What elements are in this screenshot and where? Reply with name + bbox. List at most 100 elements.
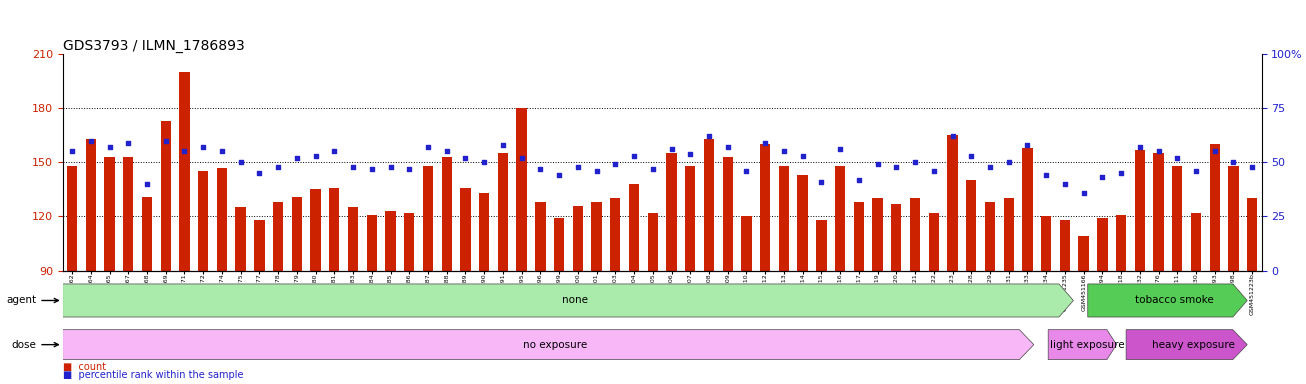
Bar <box>985 202 995 271</box>
Bar <box>291 197 302 271</box>
Text: tobacco smoke: tobacco smoke <box>1135 295 1215 306</box>
Point <box>81 137 102 144</box>
Bar <box>610 199 620 271</box>
Point <box>380 164 401 170</box>
Point <box>661 146 682 152</box>
Point <box>1148 148 1169 154</box>
Bar <box>67 166 77 271</box>
Bar <box>1079 237 1089 271</box>
FancyArrow shape <box>1126 330 1247 359</box>
Bar <box>554 218 564 271</box>
Bar <box>385 211 396 271</box>
FancyArrow shape <box>1088 284 1247 317</box>
Point <box>998 159 1019 166</box>
Point <box>1204 148 1225 154</box>
Point <box>436 148 457 154</box>
Bar <box>255 220 265 271</box>
Point <box>1110 170 1131 176</box>
Point <box>567 164 588 170</box>
Text: light exposure: light exposure <box>1050 339 1124 350</box>
Bar <box>498 153 508 271</box>
Bar <box>367 215 377 271</box>
Point <box>454 155 475 161</box>
Bar <box>966 180 977 271</box>
Bar <box>273 202 283 271</box>
Bar <box>722 157 733 271</box>
Point <box>980 164 1000 170</box>
Bar <box>742 217 751 271</box>
Bar <box>666 153 677 271</box>
Bar <box>479 193 490 271</box>
Text: agent: agent <box>7 295 59 306</box>
Point <box>1130 144 1151 150</box>
Point <box>643 166 663 172</box>
Bar <box>872 199 883 271</box>
Bar <box>1135 150 1145 271</box>
Bar <box>179 72 189 271</box>
Bar <box>123 157 133 271</box>
Point <box>137 181 158 187</box>
Point <box>1017 142 1038 148</box>
Point <box>530 166 551 172</box>
Bar <box>910 199 921 271</box>
Text: no exposure: no exposure <box>524 339 588 350</box>
Bar <box>1115 215 1126 271</box>
Bar <box>199 171 209 271</box>
Point <box>418 144 439 150</box>
Point <box>829 146 850 152</box>
Point <box>474 159 495 166</box>
Bar <box>235 207 246 271</box>
Bar <box>854 202 865 271</box>
Point <box>1222 159 1243 166</box>
Point <box>155 137 176 144</box>
Point <box>398 166 419 172</box>
Bar <box>891 204 901 271</box>
Bar <box>1041 217 1051 271</box>
Point <box>885 164 906 170</box>
Point <box>286 155 307 161</box>
Point <box>755 140 776 146</box>
Point <box>230 159 251 166</box>
Point <box>118 140 138 146</box>
Point <box>306 153 326 159</box>
Text: ■  percentile rank within the sample: ■ percentile rank within the sample <box>63 370 243 380</box>
Point <box>605 161 626 167</box>
Bar <box>947 135 957 271</box>
Bar <box>86 139 95 271</box>
Bar <box>460 187 470 271</box>
Bar <box>1097 218 1107 271</box>
Point <box>586 168 607 174</box>
Point <box>1036 172 1057 178</box>
FancyArrow shape <box>63 330 1034 359</box>
Point <box>61 148 82 154</box>
Bar <box>423 166 434 271</box>
Bar <box>686 166 695 271</box>
FancyArrow shape <box>63 284 1074 317</box>
Point <box>511 155 532 161</box>
Point <box>492 142 513 148</box>
Point <box>324 148 345 154</box>
Bar <box>1003 199 1013 271</box>
Point <box>623 153 644 159</box>
Bar <box>329 187 340 271</box>
Point <box>737 168 757 174</box>
Bar <box>311 189 321 271</box>
Point <box>867 161 888 167</box>
Point <box>549 172 569 178</box>
Bar <box>104 157 115 271</box>
Bar <box>573 206 582 271</box>
Point <box>680 151 701 157</box>
Point <box>193 144 214 150</box>
Bar <box>142 197 151 271</box>
Text: heavy exposure: heavy exposure <box>1152 339 1235 350</box>
Bar <box>704 139 714 271</box>
Bar <box>404 213 414 271</box>
Point <box>773 148 794 154</box>
Bar <box>535 202 546 271</box>
Bar <box>760 144 771 271</box>
Point <box>1186 168 1207 174</box>
Point <box>1092 174 1113 180</box>
Point <box>717 144 738 150</box>
Point <box>961 153 982 159</box>
Bar <box>778 166 789 271</box>
